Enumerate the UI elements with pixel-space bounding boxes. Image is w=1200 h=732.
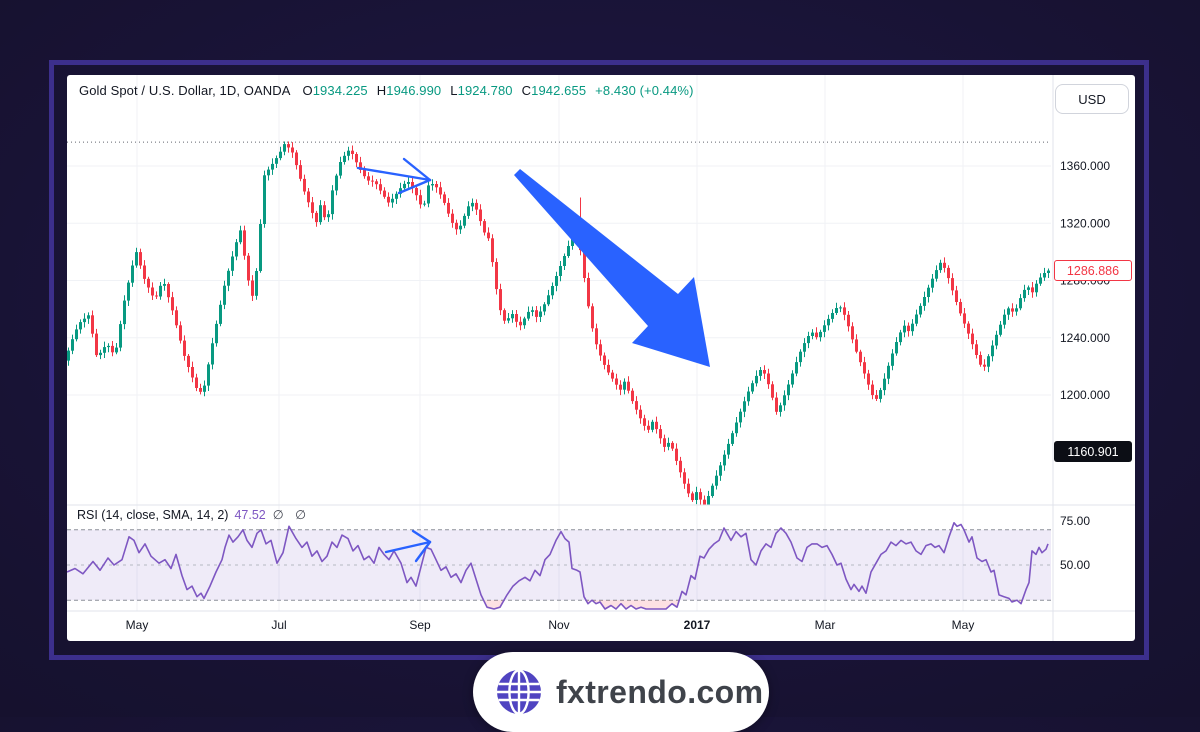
small-arrow-annotation-rsi — [384, 529, 432, 563]
rsi-indicator-empty-values: ∅ ∅ — [272, 508, 310, 522]
rsi-line — [67, 521, 1049, 610]
svg-text:Jul: Jul — [271, 618, 286, 632]
currency-button[interactable]: USD — [1055, 84, 1129, 114]
low-value: 1924.780 — [457, 83, 513, 98]
close-value: 1942.655 — [531, 83, 587, 98]
change-value: +8.430 (+0.44%) — [595, 83, 694, 98]
chart-canvas[interactable]: 1360.0001320.0001280.0001240.0001200.000… — [67, 75, 1135, 641]
svg-text:Nov: Nov — [548, 618, 569, 632]
price-level-badge: 1160.901 — [1054, 441, 1132, 462]
rsi-oversold-fill — [483, 600, 1023, 609]
high-value: 1946.990 — [386, 83, 442, 98]
globe-icon — [495, 668, 543, 716]
svg-text:May: May — [126, 618, 149, 632]
candlestick-series — [67, 141, 1050, 505]
svg-text:Mar: Mar — [815, 618, 836, 632]
open-value: 1934.225 — [312, 83, 368, 98]
small-arrow-annotation-price — [356, 157, 432, 195]
svg-text:Sep: Sep — [409, 618, 431, 632]
branding-text: fxtrendo.com — [556, 673, 764, 710]
svg-text:1320.000: 1320.000 — [1060, 216, 1110, 230]
page: { "header": { "symbol": "Gold Spot / U.S… — [0, 0, 1200, 717]
rsi-indicator-title: RSI (14, close, SMA, 14, 2) — [77, 508, 229, 522]
rsi-indicator-value: 47.52 — [234, 508, 266, 522]
svg-text:2017: 2017 — [684, 618, 711, 632]
close-label: C — [521, 83, 532, 98]
rsi-indicator-legend: RSI (14, close, SMA, 14, 2) 47.52 ∅ ∅ — [77, 507, 310, 522]
time-axis-labels[interactable]: May Jul Sep Nov 2017 Mar May — [126, 618, 975, 632]
svg-text:1200.000: 1200.000 — [1060, 388, 1110, 402]
low-label: L — [450, 83, 458, 98]
symbol-title: Gold Spot / U.S. Dollar, 1D, OANDA — [79, 83, 291, 98]
svg-text:75.00: 75.00 — [1060, 514, 1090, 528]
open-label: O — [302, 83, 313, 98]
svg-text:1240.000: 1240.000 — [1060, 331, 1110, 345]
svg-text:50.00: 50.00 — [1060, 558, 1090, 572]
symbol-header: Gold Spot / U.S. Dollar, 1D, OANDA O1934.… — [79, 83, 694, 98]
last-price-badge: 1286.886 — [1054, 260, 1132, 281]
svg-text:1360.000: 1360.000 — [1060, 159, 1110, 173]
big-down-arrow-annotation — [514, 169, 710, 367]
svg-text:May: May — [952, 618, 975, 632]
chart-window: 1360.0001320.0001280.0001240.0001200.000… — [67, 75, 1135, 641]
high-label: H — [376, 83, 387, 98]
price-axis-labels[interactable]: 1360.0001320.0001280.0001240.0001200.000… — [1060, 159, 1110, 572]
branding-pill: fxtrendo.com — [473, 652, 769, 732]
